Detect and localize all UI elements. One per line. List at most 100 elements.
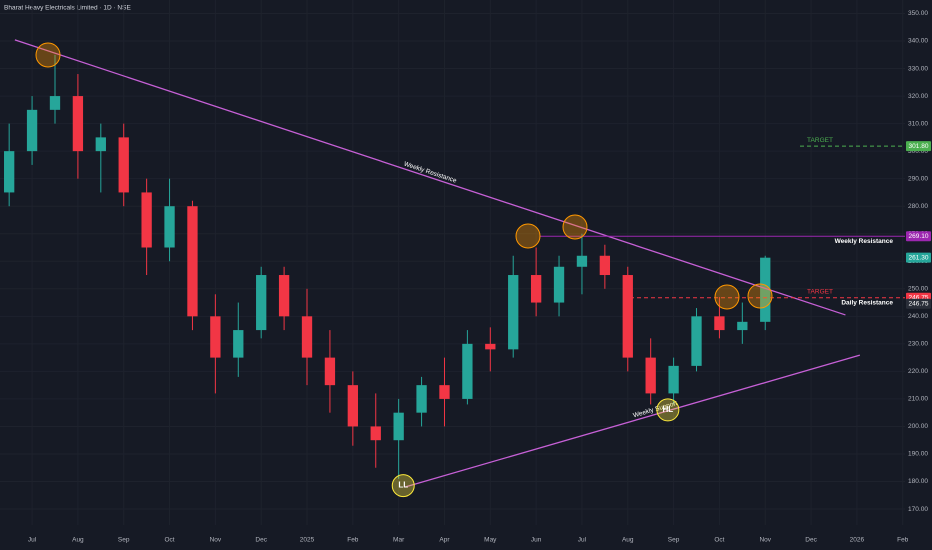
x-tick-label: Jul (578, 537, 587, 544)
level-name: TARGET (807, 288, 833, 295)
candle-body (462, 343, 473, 399)
price-tag (906, 141, 931, 152)
highlight-circle (714, 284, 740, 310)
x-tick-label: Sep (118, 537, 130, 544)
x-tick-label: Aug (72, 537, 84, 544)
x-tick-label: Feb (897, 537, 909, 544)
x-tick-label: 2026 (850, 537, 865, 544)
level-name: TARGET (807, 137, 833, 144)
candle-body (622, 275, 633, 358)
highlight-circle (515, 223, 541, 249)
candle-body (714, 316, 725, 331)
pivot-label: HL (663, 405, 674, 414)
pivot-marker (391, 474, 415, 498)
price-tag-label: 246.75 (909, 300, 929, 307)
candle-body (508, 275, 519, 350)
x-tick-label: Dec (805, 537, 817, 544)
candle-body (760, 257, 771, 322)
candle-body (370, 426, 381, 441)
x-tick-label: 2025 (300, 537, 315, 544)
candle-body (141, 192, 152, 248)
candle-body (187, 206, 198, 317)
y-tick-label: 240.00 (908, 313, 928, 320)
x-tick-label: Aug (622, 537, 634, 544)
y-tick-label: 220.00 (908, 368, 928, 375)
pivot-marker (656, 398, 680, 422)
candle-body (233, 330, 244, 358)
candle-body (256, 275, 267, 331)
price-tag (906, 252, 931, 263)
pivot-label: LL (398, 481, 408, 490)
price-tag-label: 269.10 (909, 233, 929, 240)
y-tick-label: 340.00 (908, 38, 928, 45)
y-tick-label: 280.00 (908, 203, 928, 210)
candle-body (668, 365, 679, 394)
candle-body (4, 151, 15, 193)
highlight-circle (747, 283, 773, 309)
y-tick-label: 170.00 (908, 506, 928, 513)
y-tick-label: 320.00 (908, 93, 928, 100)
candle-body (278, 275, 290, 317)
candle-body (347, 385, 358, 427)
price-axis (905, 0, 932, 550)
candle-body (645, 357, 656, 394)
x-tick-label: Sep (668, 537, 680, 544)
price-tag (906, 298, 931, 309)
y-tick-label: 200.00 (908, 423, 928, 430)
candle-body (485, 343, 496, 350)
x-tick-label: Jun (531, 537, 542, 544)
plot-area (4, 54, 771, 479)
candle-body (553, 266, 565, 303)
candle-body (737, 321, 748, 331)
price-tag-label: 246.75 (909, 294, 929, 301)
price-tag (906, 231, 931, 242)
x-tick-label: Mar (393, 537, 405, 544)
trendline (14, 39, 846, 316)
candle-body (26, 109, 38, 152)
y-tick-label: 230.00 (908, 341, 928, 348)
y-tick-label: 180.00 (908, 478, 928, 485)
x-tick-label: Dec (255, 537, 267, 544)
candle-body (416, 385, 427, 413)
x-tick-label: Nov (759, 537, 771, 544)
x-tick-label: Feb (347, 537, 359, 544)
highlight-circle (35, 42, 61, 68)
x-tick-label: Jul (28, 537, 37, 544)
candle-body (301, 316, 313, 358)
y-tick-label: 350.00 (908, 10, 928, 17)
candle-body (691, 316, 702, 366)
y-tick-label: 210.00 (908, 396, 928, 403)
candle-body (576, 255, 588, 267)
y-tick-label: 250.00 (908, 286, 928, 293)
x-tick-label: Oct (164, 537, 174, 544)
level-name: Daily Resistance (841, 299, 893, 306)
candle-body (118, 137, 129, 193)
level-name: Weekly Resistance (835, 238, 894, 245)
trendline (404, 354, 861, 488)
candle-body (95, 137, 106, 152)
y-tick-label: 190.00 (908, 451, 928, 458)
x-tick-label: Nov (210, 537, 222, 544)
y-tick-label: 330.00 (908, 65, 928, 72)
price-tag-label: 261.30 (909, 254, 929, 261)
y-tick-label: 290.00 (908, 175, 928, 182)
x-tick-label: Oct (714, 537, 724, 544)
candle-body (530, 275, 542, 303)
x-tick-label: May (484, 537, 497, 544)
x-tick-label: Apr (439, 537, 450, 544)
price-tag-label: 301.80 (909, 143, 929, 150)
y-tick-label: 310.00 (908, 120, 928, 127)
candle-body (164, 206, 175, 248)
chart-title: Bharat Heavy Electricals Limited · 1D · … (4, 5, 131, 12)
candle-body (49, 96, 61, 110)
y-tick-label: 300.00 (908, 148, 928, 155)
candle-body (599, 255, 611, 276)
highlight-circle (562, 214, 588, 240)
candle-body (324, 357, 336, 386)
candle-body (439, 385, 450, 399)
candle-body (210, 316, 221, 358)
candle-body (72, 96, 84, 152)
candle-body (393, 412, 404, 441)
